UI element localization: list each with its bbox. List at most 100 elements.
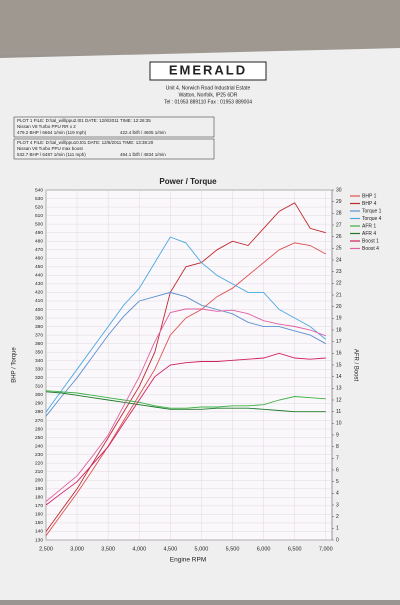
y2-tick-label: 28: [336, 211, 342, 217]
y2-axis-title: AFR / Boost: [352, 349, 358, 382]
y2-tick-label: 27: [336, 222, 342, 228]
legend-label: BHP 4: [362, 201, 377, 207]
plot-power: 479.2 BHP / 6664 1/min (119 mph): [17, 130, 87, 135]
logo-box: [149, 61, 267, 81]
y-tick-label: 510: [35, 213, 43, 219]
y2-tick-label: 5: [336, 479, 339, 485]
y2-tick-label: 13: [336, 386, 342, 392]
y2-tick-label: 6: [336, 467, 339, 473]
series-line: [45, 202, 326, 532]
plot-box: [13, 138, 215, 160]
y-tick-label: 260: [35, 426, 43, 432]
series-line: [45, 352, 326, 506]
plot-torque: 422.4 lb/ft / 4605 1/min: [120, 130, 166, 135]
brand: EMERALD: [169, 62, 247, 77]
y-tick-label: 310: [35, 384, 43, 390]
y-tick-label: 240: [35, 443, 43, 449]
plot-vehicle: Nissan V8 Turbo PPU max boost: [17, 146, 84, 151]
y2-tick-label: 25: [336, 246, 342, 252]
legend-label: Torque 4: [362, 216, 382, 222]
legend-label: Boost 1: [362, 238, 379, 244]
y2-tick-label: 2: [336, 514, 339, 520]
y2-tick-label: 10: [336, 421, 342, 427]
y2-tick-label: 0: [336, 537, 339, 543]
legend-label: Boost 4: [362, 246, 379, 252]
y-tick-label: 210: [35, 469, 43, 475]
y-tick-label: 160: [35, 512, 43, 518]
y2-tick-label: 17: [336, 339, 342, 345]
x-tick-label: 7,000: [319, 546, 333, 552]
legend-label: BHP 1: [362, 193, 377, 199]
y2-tick-label: 4: [336, 491, 339, 497]
x-tick-label: 6,500: [288, 546, 302, 552]
plot-power: 532.7 BHP / 6487 1/min (111 mph): [17, 152, 86, 157]
y2-tick-label: 8: [336, 444, 339, 450]
y-tick-label: 250: [35, 435, 43, 441]
address: Watton, Norfolk, IP25 6DR: [179, 92, 238, 98]
y-tick-label: 330: [35, 367, 43, 373]
chart-title: Power / Torque: [159, 177, 217, 186]
y-tick-label: 220: [35, 460, 43, 466]
y2-tick-label: 22: [336, 281, 342, 287]
phone: Tel : 01953 889110 Fax : 01953 889004: [164, 99, 252, 105]
y2-tick-label: 3: [336, 502, 339, 508]
y-tick-label: 150: [35, 520, 43, 526]
y-tick-label: 190: [35, 486, 43, 492]
plot-vehicle: Nissan V8 Turbo PPU RR x 2: [17, 124, 76, 129]
series-line: [45, 391, 326, 413]
y2-tick-label: 21: [336, 292, 342, 298]
y2-tick-label: 19: [336, 316, 342, 322]
y-tick-label: 370: [35, 332, 43, 338]
y-tick-label: 470: [35, 247, 43, 253]
y2-tick-label: 18: [336, 327, 342, 333]
y-tick-label: 140: [35, 529, 43, 535]
y-tick-label: 320: [35, 375, 43, 381]
series-line: [45, 236, 327, 413]
y2-tick-label: 7: [336, 456, 339, 462]
y-tick-label: 360: [35, 341, 43, 347]
series-line: [45, 291, 327, 417]
y-tick-label: 540: [35, 187, 43, 193]
x-tick-label: 5,000: [195, 546, 209, 552]
address: Unit 4, Norwich Road Industrial Estate: [166, 85, 251, 91]
y-tick-label: 480: [35, 238, 43, 244]
x-tick-label: 3,000: [70, 546, 84, 552]
y-tick-label: 340: [35, 358, 43, 364]
x-tick-label: 3,500: [101, 546, 115, 552]
y-tick-label: 230: [35, 452, 43, 458]
y2-tick-label: 20: [336, 304, 342, 310]
y2-tick-label: 30: [336, 187, 342, 193]
y2-tick-label: 15: [336, 362, 342, 368]
plot-box: [13, 116, 215, 138]
y-tick-label: 490: [35, 230, 43, 236]
y-tick-label: 300: [35, 392, 43, 398]
y-axis-title: BHP / Torque: [12, 347, 18, 383]
plot-file: PLOT 1 FILE: D:\tal_will\ppu2.t01 DATE: …: [17, 118, 151, 123]
y2-tick-label: 24: [336, 257, 342, 263]
y2-tick-label: 29: [336, 199, 342, 205]
plot-torque: 484.1 lb/ft / 4834 1/min: [120, 152, 166, 157]
y2-tick-label: 16: [336, 351, 342, 357]
y-tick-label: 420: [35, 290, 43, 296]
y-tick-label: 180: [35, 495, 43, 501]
y-tick-label: 290: [35, 401, 43, 407]
y2-tick-label: 12: [336, 397, 342, 403]
y-tick-label: 170: [35, 503, 43, 509]
y-tick-label: 500: [35, 221, 43, 227]
legend-label: Torque 1: [362, 208, 382, 214]
y2-tick-label: 14: [336, 374, 342, 380]
legend-label: AFR 1: [362, 223, 376, 229]
x-axis-title: Engine RPM: [170, 557, 207, 564]
series-line: [45, 390, 326, 409]
x-tick-label: 5,500: [226, 546, 240, 552]
y2-tick-label: 26: [336, 234, 342, 240]
y-tick-label: 450: [35, 264, 43, 270]
y-tick-label: 530: [35, 196, 43, 202]
plot-area: [45, 189, 333, 541]
y-tick-label: 390: [35, 315, 43, 321]
y-tick-label: 350: [35, 349, 43, 355]
series-line: [45, 308, 326, 502]
series-line: [45, 242, 327, 536]
